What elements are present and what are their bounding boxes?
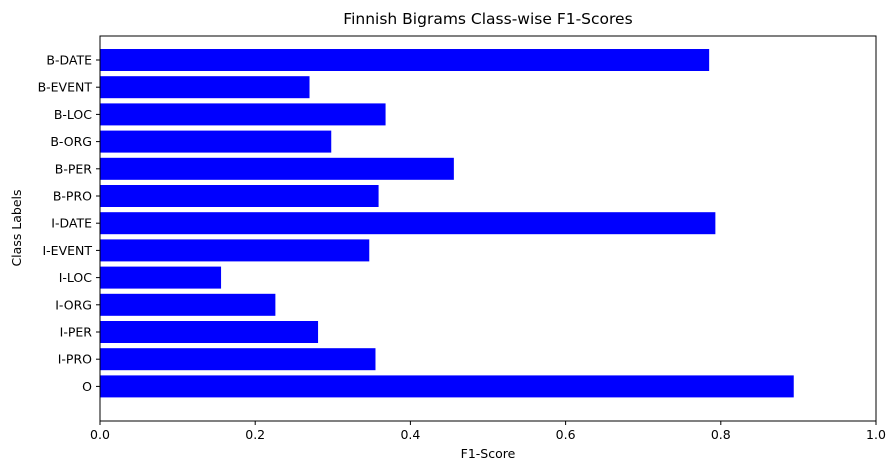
y-tick-label: B-DATE: [46, 53, 92, 68]
plot-area-frame: [99, 35, 877, 422]
bar-i-per: [100, 321, 319, 343]
bar-i-event: [100, 239, 370, 262]
y-axis-label: Class Labels: [9, 189, 24, 266]
bar-i-date: [100, 212, 716, 235]
y-tick-label: B-PER: [55, 161, 93, 176]
y-tick-label: B-LOC: [54, 107, 92, 122]
y-tick-label: I-PRO: [58, 352, 92, 367]
x-tick-label: 0.8: [711, 427, 731, 442]
bar-b-date: [100, 49, 710, 71]
bar-b-per: [100, 157, 454, 180]
x-tick-label: 0.0: [90, 427, 110, 442]
y-tick-label: I-EVENT: [42, 243, 92, 258]
x-tick-label: 0.4: [400, 427, 420, 442]
bar-b-pro: [100, 185, 379, 207]
bar-b-loc: [100, 103, 386, 126]
x-tick-label: 0.6: [556, 427, 576, 442]
y-tick-label: I-PER: [60, 325, 93, 340]
bar-i-org: [100, 293, 276, 316]
bar-i-pro: [100, 348, 376, 371]
y-tick-label: O: [82, 379, 92, 394]
bar-b-org: [100, 130, 332, 153]
x-tick-label: 1.0: [866, 427, 886, 442]
y-tick-label: I-DATE: [51, 216, 92, 231]
y-tick-label: I-LOC: [59, 270, 93, 285]
chart-title: Finnish Bigrams Class-wise F1-Scores: [343, 10, 632, 28]
bar-i-loc: [100, 266, 222, 289]
y-tick-label: B-ORG: [50, 134, 92, 149]
x-axis: 0.0 0.2 0.4 0.6 0.8 1.0: [90, 421, 886, 442]
bar-b-event: [100, 76, 310, 99]
x-axis-label: F1-Score: [461, 446, 516, 461]
x-tick-label: 0.2: [245, 427, 265, 442]
y-axis: B-DATE B-EVENT B-LOC B-ORG B-PER B-PRO I-DATE I…: [38, 53, 100, 394]
bars-group: [100, 49, 794, 398]
bar-o: [100, 375, 794, 398]
y-tick-label: B-PRO: [53, 189, 92, 204]
y-tick-label: I-ORG: [55, 297, 92, 312]
y-tick-label: B-EVENT: [38, 80, 93, 95]
